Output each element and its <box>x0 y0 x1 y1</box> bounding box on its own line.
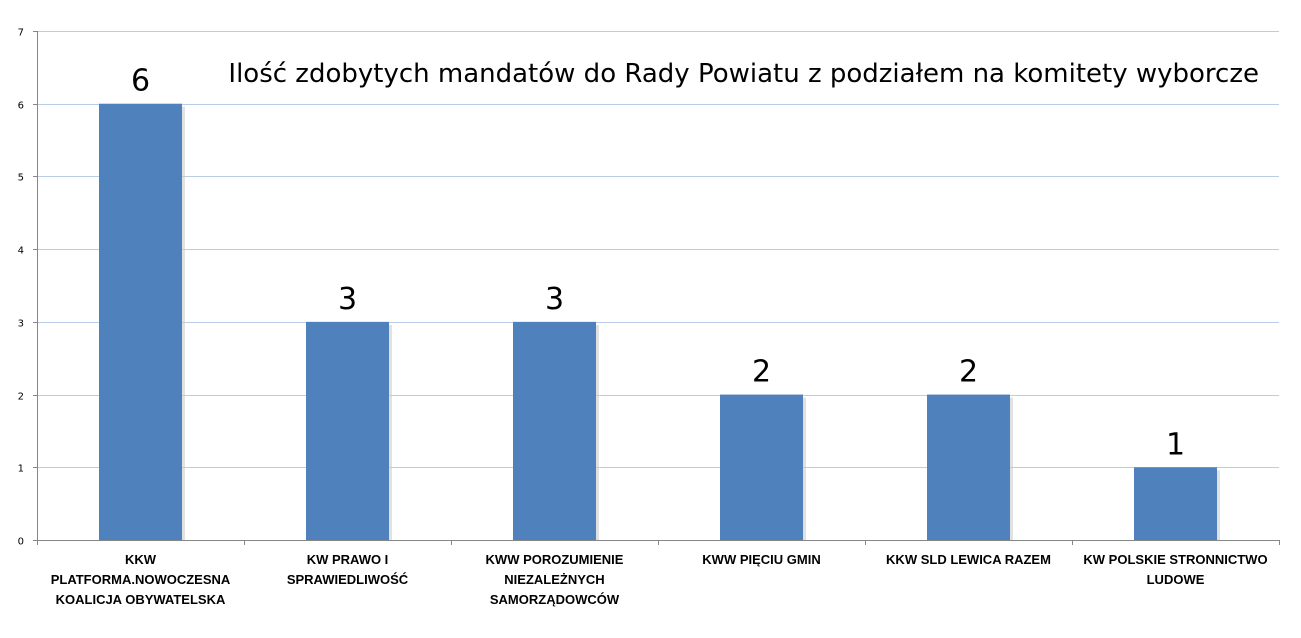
y-tick-label: 4 <box>18 246 24 257</box>
data-label: 2 <box>959 355 978 390</box>
data-label: 3 <box>338 282 357 317</box>
y-tick-label: 5 <box>18 173 24 184</box>
x-category-label: KWW POROZUMIENIE NIEZALEŻNYCH SAMORZĄDOW… <box>485 552 624 607</box>
data-label: 3 <box>545 282 564 317</box>
y-tick-label: 6 <box>18 101 24 112</box>
bar <box>720 394 803 540</box>
axes: 0 1 2 3 4 5 6 7 <box>18 28 1280 548</box>
data-labels: 6 3 3 2 2 1 <box>131 64 1185 463</box>
bar <box>306 321 389 540</box>
chart-title: Ilość zdobytych mandatów do Rady Powiatu… <box>228 59 1259 89</box>
x-category-label: KWW PIĘCIU GMIN <box>702 552 821 567</box>
gridlines <box>37 31 1279 468</box>
data-label: 2 <box>752 355 771 390</box>
y-tick-label: 1 <box>18 464 24 475</box>
x-category-label: KKW PLATFORMA.NOWOCZESNA KOALICJA OBYWAT… <box>50 552 231 607</box>
x-category-label: KW PRAWO I SPRAWIEDLIWOŚĆ <box>286 552 409 587</box>
bar <box>99 103 182 540</box>
bar <box>927 394 1010 540</box>
bar <box>513 321 596 540</box>
data-label: 6 <box>131 64 150 99</box>
x-category-label: KKW SLD LEWICA RAZEM <box>886 552 1051 567</box>
y-tick-label: 3 <box>18 319 24 330</box>
y-tick-label: 2 <box>18 392 24 403</box>
bars <box>99 103 1220 540</box>
y-tick-label: 7 <box>18 28 24 39</box>
x-category-label: KW POLSKIE STRONNICTWO LUDOWE <box>1083 552 1268 587</box>
y-tick-label: 0 <box>18 537 24 548</box>
bar <box>1134 467 1217 540</box>
data-label: 1 <box>1166 427 1185 462</box>
